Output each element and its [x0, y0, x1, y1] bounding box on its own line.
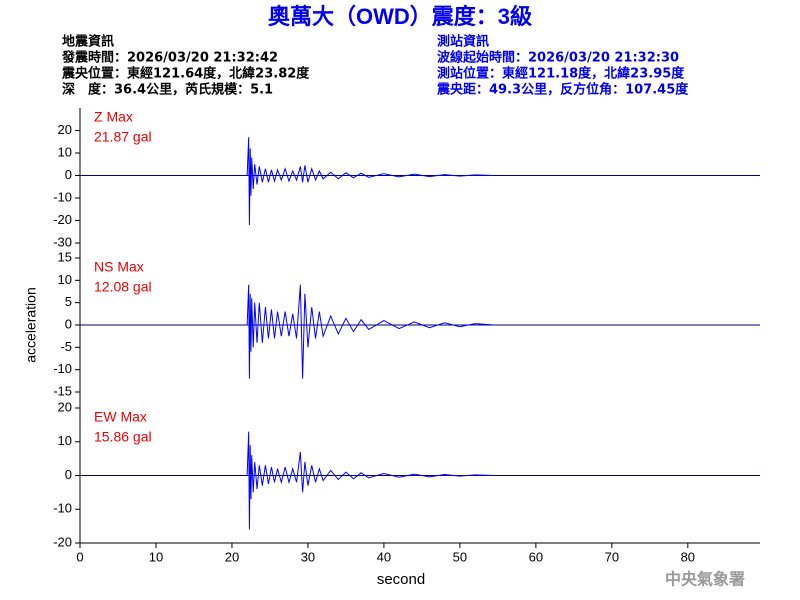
- y-tick-label: 0: [65, 316, 72, 331]
- panel-label: EW Max: [94, 409, 147, 425]
- y-tick-label: 10: [58, 144, 72, 159]
- panel-label: NS Max: [94, 259, 144, 275]
- y-tick-label: 5: [65, 294, 72, 309]
- x-tick-label: 70: [605, 549, 619, 564]
- y-tick-label: -30: [53, 234, 72, 249]
- y-tick-label: 10: [58, 433, 72, 448]
- x-tick-label: 0: [76, 549, 83, 564]
- waveform: [246, 284, 495, 379]
- x-tick-label: 10: [149, 549, 163, 564]
- y-tick-label: -10: [53, 361, 72, 376]
- y-tick-label: 15: [58, 249, 72, 264]
- y-tick-label: -20: [53, 212, 72, 227]
- x-tick-label: 40: [377, 549, 391, 564]
- x-tick-label: 30: [301, 549, 315, 564]
- footer: 中央氣象署: [665, 570, 745, 589]
- info-right: 震央距：49.3公里，反方位角：107.45度: [436, 82, 689, 98]
- info-left: 深 度：36.4公里，芮氏規模：5.1: [62, 82, 273, 98]
- panel-label: Z Max: [94, 109, 133, 125]
- x-tick-label: 80: [681, 549, 695, 564]
- y-tick-label: 0: [65, 167, 72, 182]
- info-right: 測站位置：東經121.18度，北緯23.95度: [437, 66, 685, 82]
- x-tick-label: 60: [529, 549, 543, 564]
- info-left: 發震時間：2026/03/20 21:32:42: [61, 50, 278, 66]
- title: 奧萬大（OWD）震度：3級: [268, 4, 532, 29]
- waveform: [246, 137, 495, 226]
- x-tick-label: 50: [453, 549, 467, 564]
- panel-max: 15.86 gal: [94, 429, 152, 445]
- info-right: 波線起始時間：2026/03/20 21:32:30: [437, 50, 679, 66]
- y-tick-label: -10: [53, 189, 72, 204]
- x-axis-label: second: [377, 571, 425, 588]
- y-tick-label: 20: [58, 122, 72, 137]
- y-tick-label: -20: [53, 534, 72, 549]
- y-tick-label: 10: [58, 272, 72, 287]
- x-tick-label: 20: [225, 549, 239, 564]
- panel-max: 21.87 gal: [94, 129, 152, 145]
- y-tick-label: -10: [53, 501, 72, 516]
- info-right: 測站資訊: [437, 34, 489, 50]
- waveform: [246, 431, 495, 530]
- panel-max: 12.08 gal: [94, 279, 152, 295]
- y-tick-label: 0: [65, 467, 72, 482]
- y-tick-label: -15: [53, 383, 72, 398]
- y-tick-label: -5: [60, 339, 72, 354]
- info-left: 地震資訊: [62, 34, 114, 50]
- y-tick-label: 20: [58, 399, 72, 414]
- info-left: 震央位置：東經121.64度，北緯23.82度: [61, 66, 310, 82]
- y-axis-label: acceleration: [23, 287, 39, 363]
